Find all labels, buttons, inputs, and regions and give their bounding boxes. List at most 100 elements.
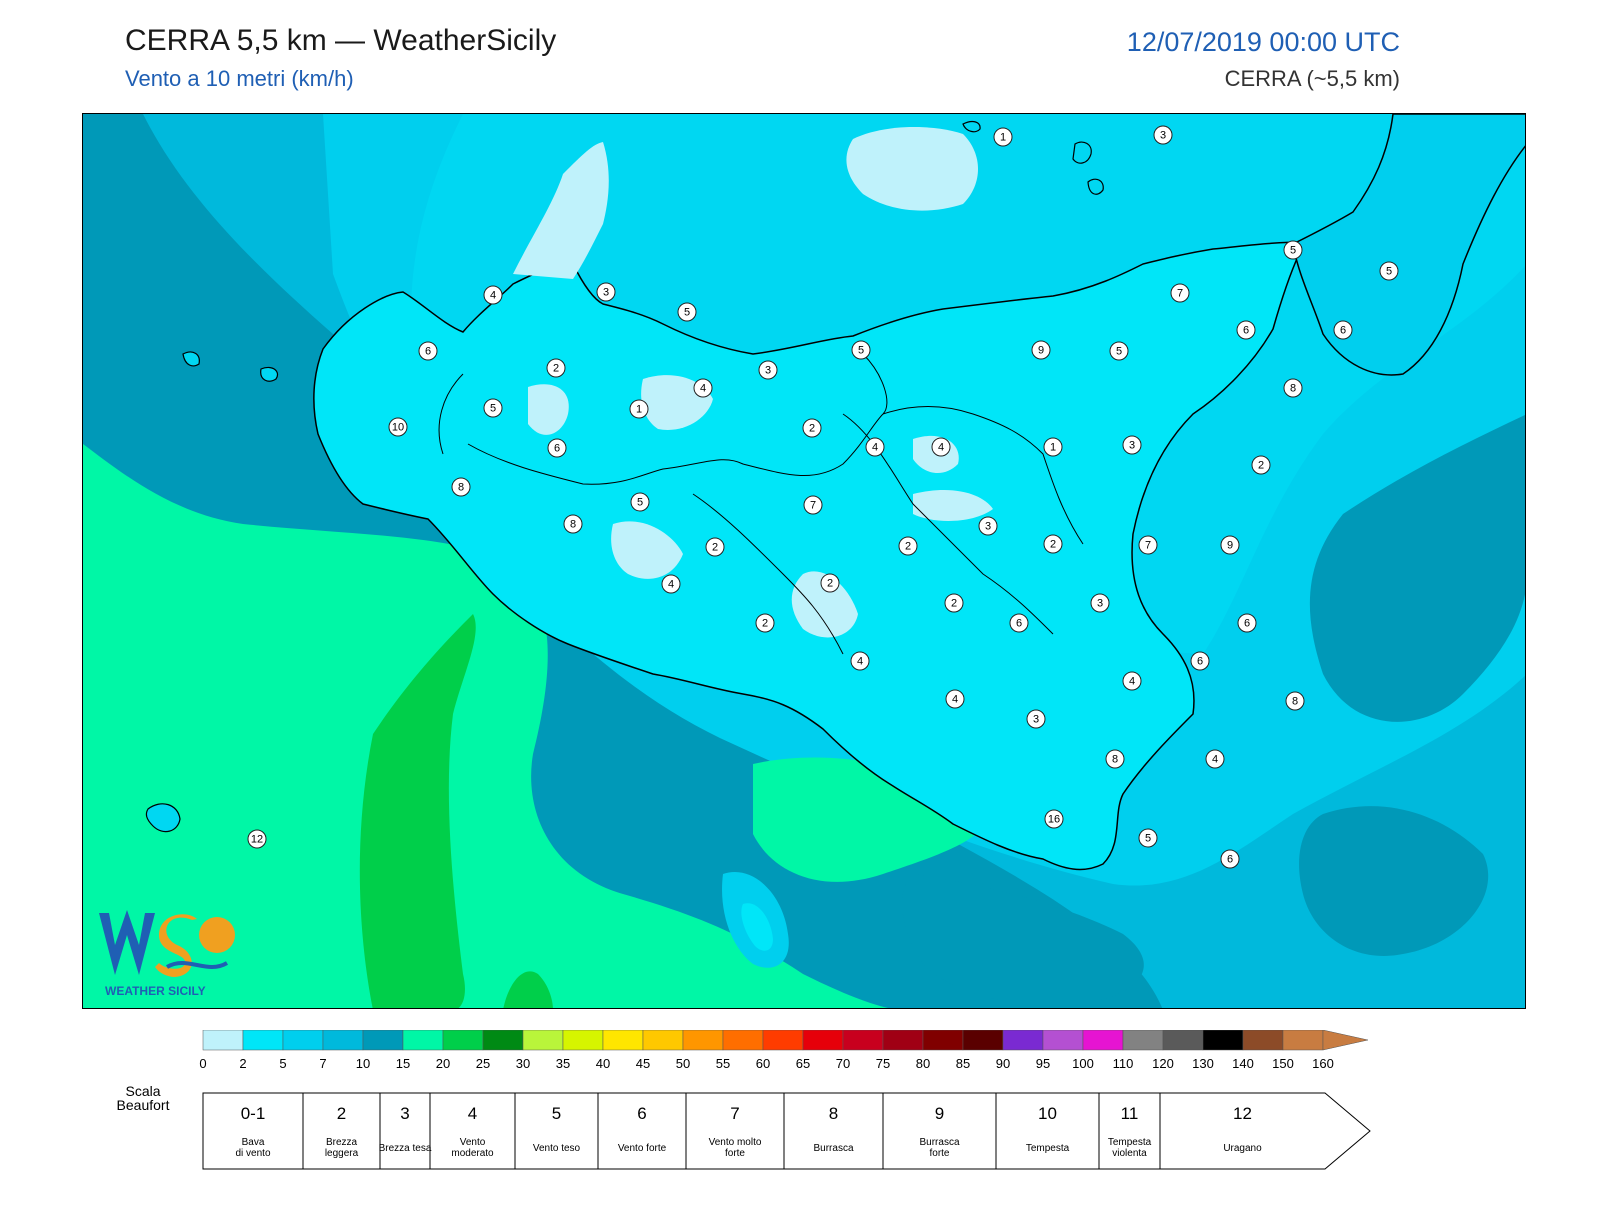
station-marker: 12 bbox=[247, 829, 267, 849]
station-marker-circle bbox=[1043, 534, 1063, 554]
colorbar-tick: 7 bbox=[319, 1056, 326, 1071]
station-marker: 3 bbox=[1090, 593, 1110, 613]
station-marker: 4 bbox=[850, 651, 870, 671]
station-marker-circle bbox=[945, 689, 965, 709]
station-marker: 9 bbox=[1220, 535, 1240, 555]
station-marker: 6 bbox=[1190, 651, 1210, 671]
station-value: 3 bbox=[1033, 714, 1039, 726]
station-value: 2 bbox=[809, 423, 815, 435]
green-mid-spot bbox=[503, 971, 553, 1008]
green-light-sw bbox=[83, 444, 889, 1008]
station-marker: 3 bbox=[1153, 125, 1173, 145]
colorbar-segment bbox=[1242, 1029, 1284, 1051]
station-marker: 2 bbox=[755, 613, 775, 633]
station-marker: 6 bbox=[418, 341, 438, 361]
station-marker-circle bbox=[1283, 378, 1303, 398]
beaufort-number: 5 bbox=[552, 1104, 561, 1123]
forecast-datetime: 12/07/2019 00:00 UTC bbox=[1126, 27, 1400, 57]
station-marker: 3 bbox=[978, 516, 998, 536]
station-value: 5 bbox=[1116, 346, 1122, 358]
colorbar-tick: 2 bbox=[239, 1056, 246, 1071]
colorbar-segment bbox=[802, 1029, 844, 1051]
colorbar-tick: 160 bbox=[1312, 1056, 1334, 1071]
station-value: 6 bbox=[554, 443, 560, 455]
colorbar-tick: 30 bbox=[516, 1056, 530, 1071]
station-marker-circle bbox=[820, 573, 840, 593]
colorbar-tick: 85 bbox=[956, 1056, 970, 1071]
station-marker: 3 bbox=[596, 282, 616, 302]
station-marker-circle bbox=[993, 127, 1013, 147]
station-value: 8 bbox=[458, 482, 464, 494]
station-marker-circle bbox=[1333, 320, 1353, 340]
station-marker: 2 bbox=[1251, 455, 1271, 475]
station-marker-circle bbox=[629, 399, 649, 419]
colorbar-tick: 5 bbox=[279, 1056, 286, 1071]
logo-w-mark bbox=[99, 910, 155, 975]
station-marker-circle bbox=[1122, 435, 1142, 455]
province-border bbox=[862, 353, 888, 415]
station-value: 7 bbox=[1145, 540, 1151, 552]
colorbar-segment bbox=[602, 1029, 644, 1051]
beaufort-label: Tempesta bbox=[1026, 1143, 1070, 1154]
station-value: 4 bbox=[1129, 676, 1135, 688]
station-marker: 3 bbox=[1122, 435, 1142, 455]
beaufort-title: Beaufort bbox=[117, 1097, 170, 1113]
station-value: 8 bbox=[1290, 383, 1296, 395]
station-value: 7 bbox=[1177, 288, 1183, 300]
station-marker: 4 bbox=[931, 437, 951, 457]
beaufort-label: di vento bbox=[235, 1148, 270, 1159]
province-border bbox=[692, 493, 844, 655]
colorbar-segment bbox=[362, 1029, 404, 1051]
beaufort-number: 8 bbox=[829, 1104, 838, 1123]
station-value: 5 bbox=[684, 307, 690, 319]
station-value: 3 bbox=[1160, 130, 1166, 142]
colorbar-tick: 95 bbox=[1036, 1056, 1050, 1071]
calm-zone-south bbox=[791, 571, 858, 638]
station-marker-circle bbox=[388, 417, 408, 437]
beaufort-label: Vento molto bbox=[709, 1137, 762, 1148]
station-value: 5 bbox=[1290, 245, 1296, 257]
station-marker-circle bbox=[1237, 613, 1257, 633]
station-marker: 1 bbox=[1043, 437, 1063, 457]
map-subtitle: Vento a 10 metri (km/h) bbox=[125, 66, 354, 91]
station-marker: 9 bbox=[1031, 340, 1051, 360]
aeolian-island bbox=[962, 120, 981, 133]
station-marker: 5 bbox=[851, 340, 871, 360]
colorbar-segment bbox=[282, 1029, 324, 1051]
wind-map-canvas bbox=[83, 114, 1525, 1008]
pantelleria-island bbox=[145, 803, 181, 833]
beaufort-label: Bava bbox=[242, 1137, 265, 1148]
station-marker: 2 bbox=[898, 536, 918, 556]
station-marker: 5 bbox=[677, 302, 697, 322]
station-value: 8 bbox=[570, 519, 576, 531]
colorbar-segment bbox=[722, 1029, 764, 1051]
station-marker: 5 bbox=[1109, 341, 1129, 361]
colorbar-tick: 50 bbox=[676, 1056, 690, 1071]
calabria-land bbox=[1292, 114, 1525, 376]
station-marker-circle bbox=[661, 574, 681, 594]
station-value: 2 bbox=[905, 541, 911, 553]
beaufort-label: Vento forte bbox=[618, 1143, 667, 1154]
station-marker-circle bbox=[563, 514, 583, 534]
station-marker-circle bbox=[898, 536, 918, 556]
colorbar-segment bbox=[682, 1029, 724, 1051]
station-marker-circle bbox=[1220, 535, 1240, 555]
station-marker-circle bbox=[1044, 809, 1064, 829]
station-marker: 6 bbox=[1220, 849, 1240, 869]
beaufort-number: 11 bbox=[1121, 1104, 1139, 1123]
station-marker: 6 bbox=[1333, 320, 1353, 340]
station-marker: 8 bbox=[563, 514, 583, 534]
sea-dark-east bbox=[1309, 414, 1525, 722]
station-marker: 6 bbox=[1009, 613, 1029, 633]
station-marker: 5 bbox=[630, 492, 650, 512]
station-marker-circle bbox=[1138, 535, 1158, 555]
station-marker-circle bbox=[1105, 749, 1125, 769]
colorbar-segment bbox=[1042, 1029, 1084, 1051]
colorbar-segment bbox=[1162, 1029, 1204, 1051]
legend: 0 2 5 7 10 15 20 25 30 35 40 45 50 55 60 65 70 75 80 85 90 95… bbox=[0, 1029, 1600, 1200]
weather-sicily-logo: WEATHER SICILY bbox=[97, 905, 247, 1000]
station-value: 2 bbox=[951, 598, 957, 610]
beaufort-number: 7 bbox=[730, 1104, 739, 1123]
station-value: 4 bbox=[668, 579, 674, 591]
province-border bbox=[882, 406, 1084, 545]
